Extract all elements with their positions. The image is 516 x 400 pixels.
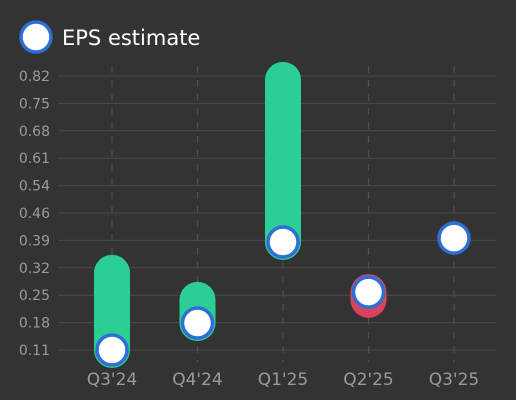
estimate-point [180,306,215,340]
estimate-point [266,225,300,259]
estimate-point [351,275,386,309]
y-axis: 0.82 0.75 0.68 0.61 0.54 0.46 0.39 0.32 0.25 0.18… [19,69,50,359]
x-tick-label: Q4'24 [172,370,223,390]
estimate-point [95,333,129,367]
y-tick-label: 0.11 [19,343,50,359]
x-axis: Q3'24 Q4'24 Q1'25 Q2'25 Q3'25 [87,370,480,390]
x-tick-label: Q2'25 [343,370,394,390]
y-tick-label: 0.25 [19,288,50,304]
y-tick-label: 0.68 [19,124,50,140]
legend-label: EPS estimate [62,26,200,50]
y-tick-label: 0.46 [19,206,50,222]
estimate-points [95,221,471,367]
y-tick-label: 0.82 [19,69,50,85]
y-tick-label: 0.54 [19,179,50,195]
x-tick-label: Q1'25 [258,370,309,390]
estimate-point [437,221,471,255]
legend: EPS estimate [19,20,200,54]
y-tick-label: 0.18 [19,316,50,332]
y-tick-label: 0.39 [19,233,50,249]
surprise-bars [94,61,387,368]
y-tick-label: 0.61 [19,151,50,167]
x-tick-label: Q3'24 [87,370,138,390]
legend-marker [19,20,53,54]
beat-bar [265,61,301,260]
y-tick-label: 0.75 [19,96,50,112]
y-tick-label: 0.32 [19,261,50,277]
x-tick-label: Q3'25 [429,370,480,390]
